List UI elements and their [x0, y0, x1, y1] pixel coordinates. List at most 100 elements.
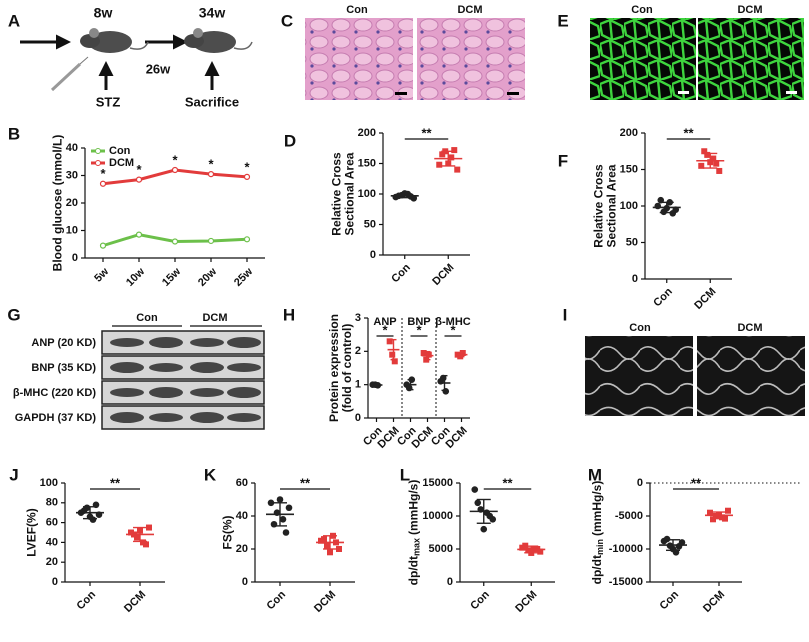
y-axis-label: dp/dtmax (mmHg/s): [407, 480, 422, 586]
y-tick-label: 50: [364, 218, 376, 230]
y-tick-label: 50: [626, 236, 638, 248]
y-axis-label: dp/dtmin (mmHg/s): [590, 481, 605, 585]
point: [99, 242, 107, 249]
blot-band: [149, 413, 183, 422]
y-axis-label-sub: max: [412, 538, 422, 556]
wga-image: [590, 18, 696, 100]
scale-bar: [786, 91, 797, 94]
x-tick-label: 5w: [92, 265, 111, 284]
label: GAPDH (37 KD): [15, 412, 97, 424]
significance: **: [300, 475, 311, 490]
point: [486, 512, 494, 520]
point: [327, 549, 333, 556]
y-tick-label: 20: [46, 556, 58, 568]
x-tick-label: 25w: [232, 265, 256, 289]
point: [243, 236, 251, 243]
point: [713, 160, 720, 167]
legend-marker: [95, 148, 101, 154]
point: [698, 162, 705, 169]
significance: *: [172, 152, 178, 167]
scale-bar: [678, 91, 689, 94]
y-axis-label-sub: min: [596, 539, 606, 555]
scale-bar: [395, 92, 407, 95]
point: [471, 486, 479, 493]
y-tick-label: 60: [46, 517, 58, 529]
blot-band: [110, 338, 144, 347]
significance: *: [416, 322, 422, 337]
label: Con: [136, 312, 158, 324]
label: Con: [631, 4, 653, 16]
panel-label: M: [588, 465, 602, 484]
legend-marker: [95, 160, 101, 166]
group-label: β-MHC: [435, 316, 470, 328]
point: [324, 542, 330, 549]
label: 34w: [199, 5, 226, 21]
point: [282, 529, 290, 536]
y-tick-label: 0: [447, 576, 453, 588]
blot-band: [190, 412, 224, 423]
y-tick-label: 1: [355, 379, 361, 391]
label: DCM: [737, 322, 762, 334]
blot-band: [110, 412, 144, 423]
point: [243, 173, 251, 180]
y-tick-label: 60: [236, 477, 248, 489]
y-axis-label-unit: (mmHg/s): [590, 481, 604, 536]
point: [279, 516, 287, 523]
point: [99, 180, 107, 187]
panel-label: K: [204, 465, 217, 484]
mouse-ear: [89, 28, 99, 38]
panel-label: C: [281, 11, 293, 30]
point: [448, 154, 455, 161]
x-tick-label: DCM: [513, 589, 539, 615]
point: [146, 524, 152, 531]
point: [669, 210, 677, 217]
panel-label: F: [558, 151, 568, 170]
significance: **: [110, 475, 121, 490]
point: [276, 496, 284, 503]
panel-label: H: [283, 305, 295, 324]
panel-label: E: [557, 11, 568, 30]
point: [710, 155, 717, 162]
blot-band: [227, 337, 261, 348]
y-tick-label: 0: [637, 477, 643, 489]
y-tick-label: -5000: [615, 510, 643, 522]
label: 8w: [94, 5, 113, 21]
blot-band: [227, 387, 261, 398]
point: [207, 171, 215, 178]
group-label: BNP: [407, 316, 430, 328]
x-tick-label: Con: [658, 588, 682, 612]
mouse-body: [192, 31, 236, 53]
label: ANP (20 KD): [31, 337, 96, 349]
point: [207, 237, 215, 245]
y-axis-label: FS(%): [221, 516, 235, 550]
echo-image: [697, 336, 805, 416]
blot-band: [227, 413, 261, 422]
y-axis-label: Blood glucose (mmol/L): [51, 135, 65, 272]
x-tick-label: Con: [389, 261, 413, 285]
point: [725, 507, 731, 514]
y-tick-label: 100: [620, 200, 638, 212]
y-axis-label: Relative Cross: [329, 152, 343, 236]
y-tick-label: 15000: [422, 477, 453, 489]
x-tick-label: Con: [651, 285, 675, 309]
y-axis-label-main: dp/dt: [590, 555, 604, 584]
label: Con: [346, 4, 368, 16]
significance: **: [502, 475, 513, 490]
significance: **: [421, 125, 432, 140]
mouse-ear: [193, 28, 203, 38]
y-tick-label: 0: [370, 249, 376, 261]
y-tick-label: 0: [632, 273, 638, 285]
y-axis-label-main: dp/dt: [407, 556, 421, 585]
mouse-body: [88, 31, 132, 53]
y-tick-label: 200: [620, 127, 638, 139]
point: [391, 358, 398, 365]
point: [135, 176, 143, 183]
y-tick-label: 200: [358, 127, 376, 139]
label: Sacrifice: [185, 94, 239, 109]
point: [716, 167, 723, 174]
y-axis-label: Protein expression: [327, 314, 341, 422]
y-tick-label: 30: [66, 169, 78, 181]
significance: *: [208, 157, 214, 172]
scale-bar: [507, 92, 519, 95]
